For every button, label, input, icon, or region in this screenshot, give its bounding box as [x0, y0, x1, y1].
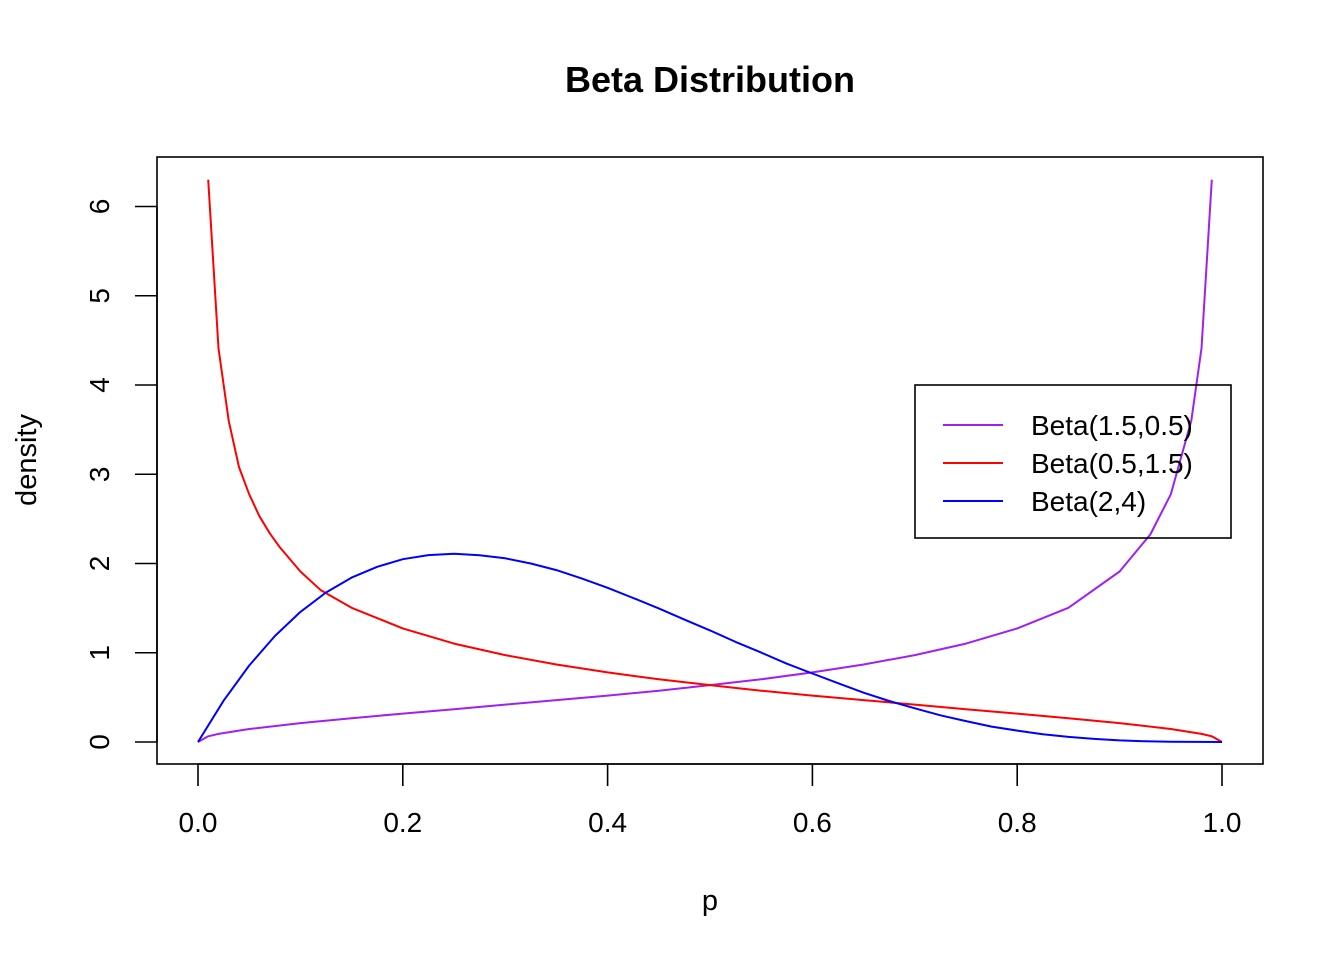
x-tick-label: 1.0	[1203, 807, 1242, 838]
series-line-1	[197, 179, 1213, 743]
x-axis-label: p	[702, 885, 718, 917]
x-tick-label: 0.2	[383, 807, 422, 838]
y-tick-label: 2	[84, 556, 115, 572]
x-tick-label: 0.6	[793, 807, 832, 838]
y-tick-label: 5	[84, 288, 115, 304]
y-tick-label: 4	[84, 377, 115, 393]
y-axis-label: density	[11, 414, 43, 506]
x-tick-label: 0.4	[588, 807, 627, 838]
legend-box	[914, 384, 1232, 539]
legend-label-2: Beta(0.5,1.5)	[1031, 448, 1193, 479]
x-tick-label: 0.8	[998, 807, 1037, 838]
series-line-3	[197, 552, 1223, 743]
y-tick-label: 6	[84, 199, 115, 215]
y-tick-label: 0	[84, 734, 115, 750]
legend-label-1: Beta(1.5,0.5)	[1031, 410, 1193, 441]
legend: Beta(1.5,0.5) Beta(0.5,1.5) Beta(2,4)	[914, 384, 1232, 539]
legend-label-3: Beta(2,4)	[1031, 486, 1146, 517]
series-line-2	[207, 179, 1223, 743]
chart-title: Beta Distribution	[565, 59, 855, 100]
x-tick-label: 0.0	[179, 807, 218, 838]
y-tick-label: 3	[84, 467, 115, 483]
series-layer	[197, 179, 1223, 743]
y-axis: 0 1 2 3 4 5 6	[84, 199, 158, 750]
x-axis: 0.0 0.2 0.4 0.6 0.8 1.0	[179, 763, 1242, 838]
y-tick-label: 1	[84, 645, 115, 661]
